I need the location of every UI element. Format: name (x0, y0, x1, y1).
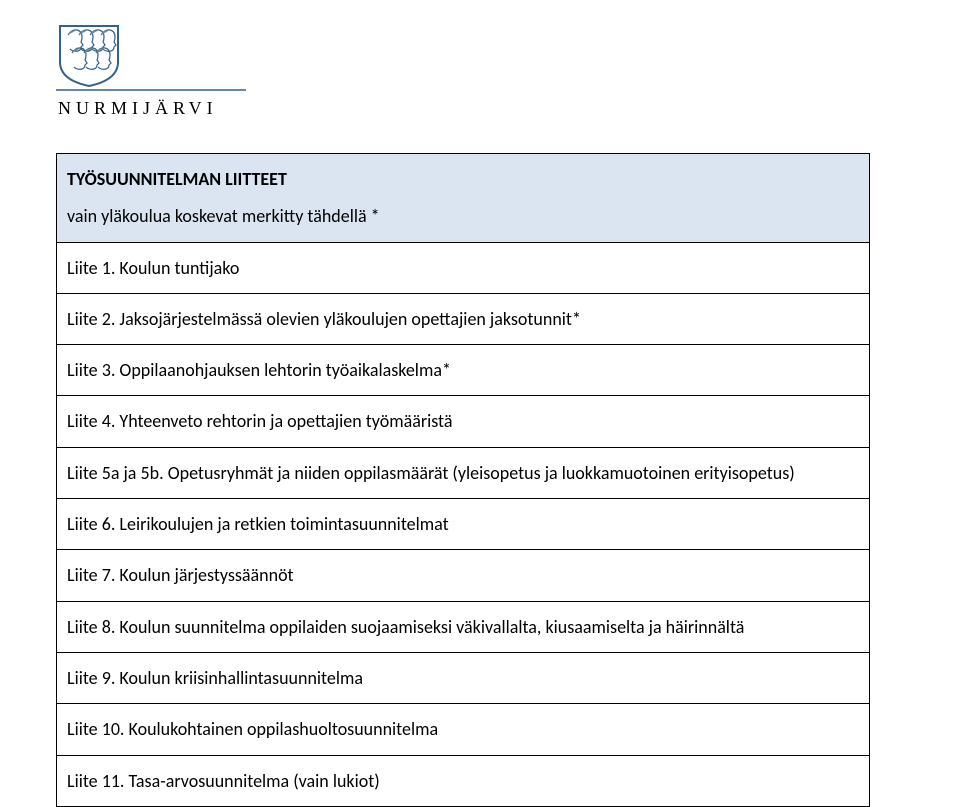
municipality-logo-icon (56, 22, 246, 92)
table-row: Liite 3. Oppilaanohjauksen lehtorin työa… (57, 345, 870, 396)
table-row: Liite 8. Koulun suunnitelma oppilaiden s… (57, 601, 870, 652)
table-header-subtitle: vain yläkoulua koskevat merkitty tähdell… (67, 205, 380, 227)
table-header-cell: TYÖSUUNNITELMAN LIITTEET vain yläkoulua … (57, 154, 870, 243)
attachments-table: TYÖSUUNNITELMAN LIITTEET vain yläkoulua … (56, 153, 870, 807)
table-row: Liite 4. Yhteenveto rehtorin ja opettaji… (57, 396, 870, 447)
logo-block: NURMIJÄRVI (56, 22, 870, 119)
logo-text: NURMIJÄRVI (58, 98, 870, 119)
table-header-title: TYÖSUUNNITELMAN LIITTEET (67, 167, 859, 191)
table-row: Liite 2. Jaksojärjestelmässä olevien ylä… (57, 293, 870, 344)
table-row: Liite 6. Leirikoulujen ja retkien toimin… (57, 499, 870, 550)
table-row: Liite 1. Koulun tuntijako (57, 242, 870, 293)
table-row: Liite 5a ja 5b. Opetusryhmät ja niiden o… (57, 447, 870, 498)
table-row: Liite 9. Koulun kriisinhallintasuunnitel… (57, 652, 870, 703)
table-row: Liite 7. Koulun järjestyssäännöt (57, 550, 870, 601)
page: NURMIJÄRVI TYÖSUUNNITELMAN LIITTEET vain… (0, 0, 960, 799)
table-row: Liite 10. Koulukohtainen oppilashuoltosu… (57, 704, 870, 755)
